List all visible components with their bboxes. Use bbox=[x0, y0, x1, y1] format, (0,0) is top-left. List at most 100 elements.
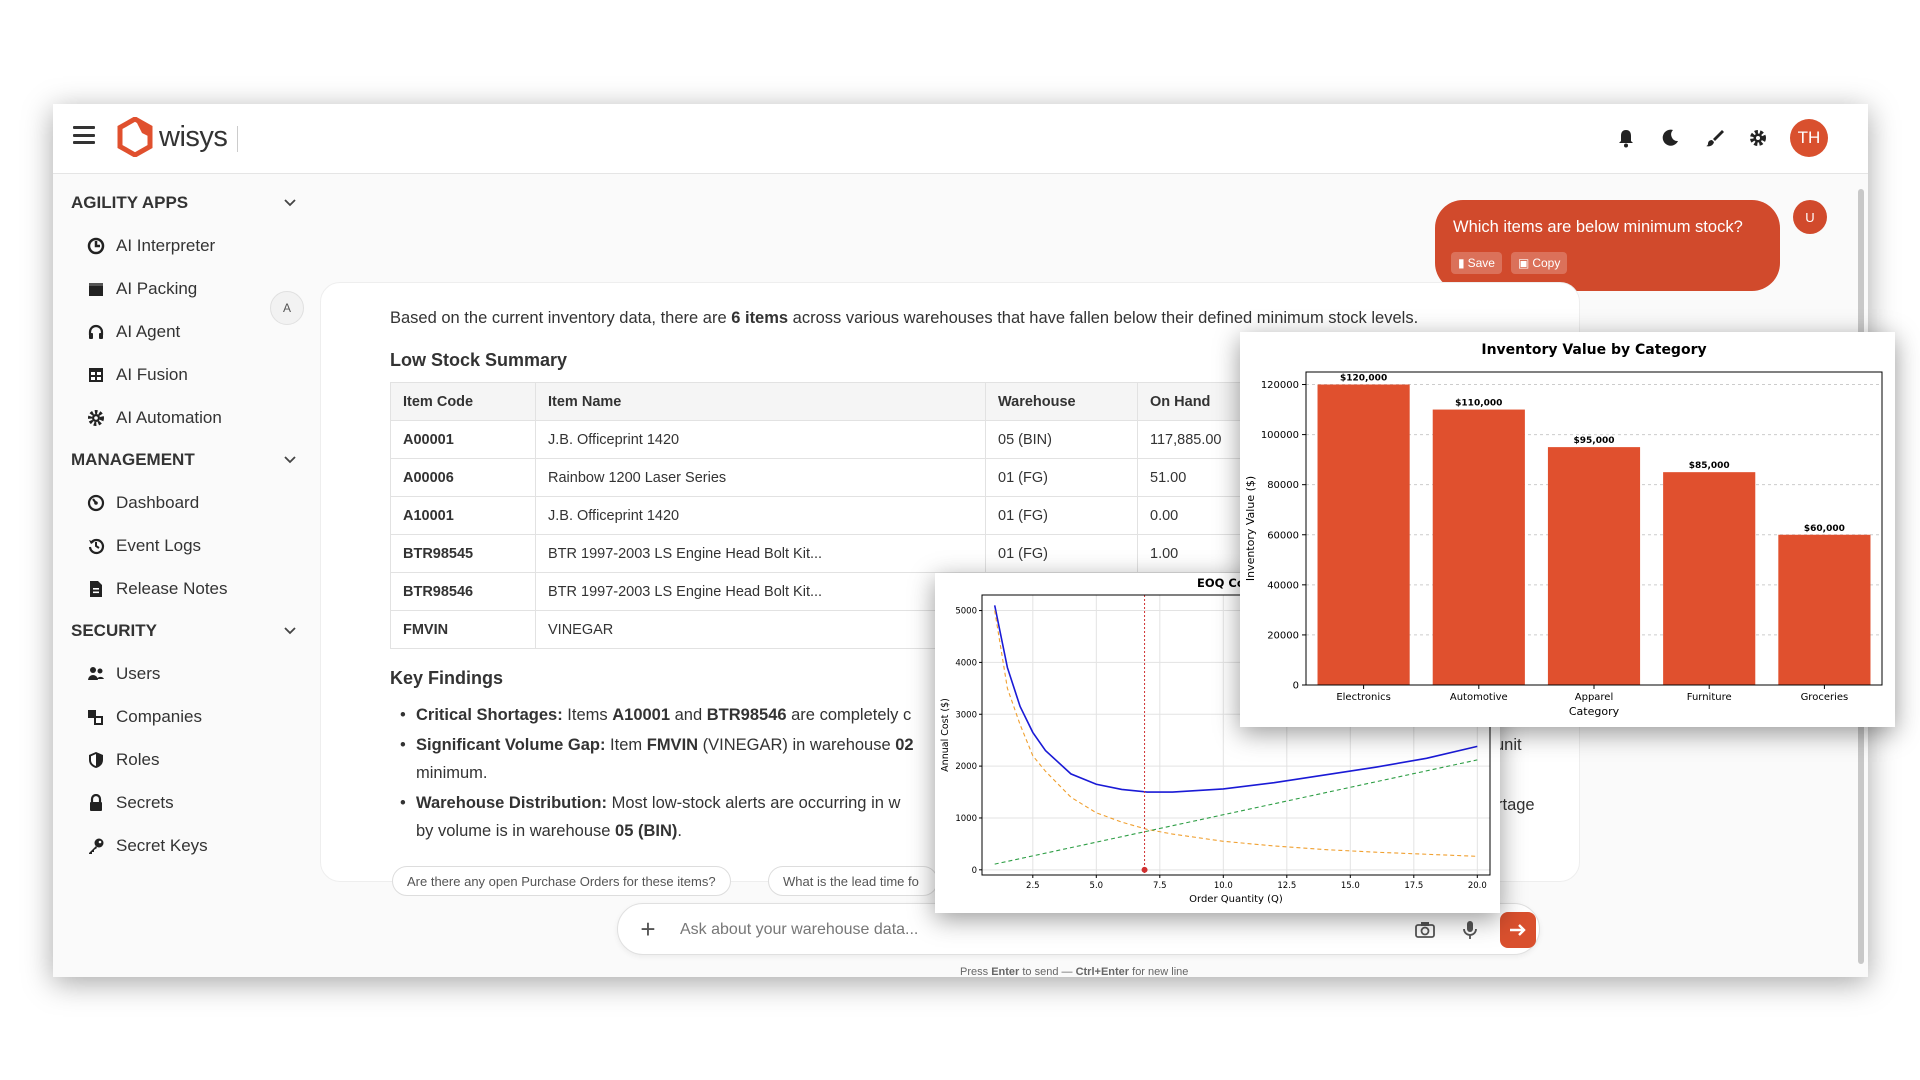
bar bbox=[1432, 409, 1525, 685]
notes-icon bbox=[86, 579, 106, 599]
y-tick-label: 20000 bbox=[1267, 630, 1299, 641]
sidebar-item-label: AI Interpreter bbox=[116, 236, 216, 255]
finding-item: Critical Shortages: Items A10001 and BTR… bbox=[398, 701, 1098, 729]
y-tick-label: 0 bbox=[1293, 681, 1299, 692]
sidebar-item-label: Secrets bbox=[116, 793, 174, 812]
y-tick-label: 1000 bbox=[955, 814, 977, 824]
save-button[interactable]: ▮ Save bbox=[1451, 252, 1502, 274]
top-bar: wisys TH bbox=[53, 104, 1868, 174]
series-line bbox=[994, 610, 1478, 857]
sidebar-item-ai-interpreter[interactable]: AI Interpreter bbox=[86, 234, 215, 258]
table-row: A10001 J.B. Officeprint 1420 01 (FG) 0.0… bbox=[390, 496, 1250, 535]
sidebar-section-management[interactable]: MANAGEMENT bbox=[71, 448, 296, 472]
item-name-cell: Rainbow 1200 Laser Series bbox=[535, 458, 986, 497]
bell-icon[interactable] bbox=[1614, 126, 1638, 150]
y-tick-label: 2000 bbox=[955, 762, 977, 772]
warehouse-cell: 01 (FG) bbox=[985, 458, 1138, 497]
section-title: AGILITY APPS bbox=[71, 193, 189, 212]
camera-icon[interactable] bbox=[1413, 918, 1437, 942]
gear-icon[interactable] bbox=[1746, 126, 1770, 150]
sidebar-item-event-logs[interactable]: Event Logs bbox=[86, 534, 201, 558]
user-avatar-top[interactable]: TH bbox=[1790, 119, 1828, 157]
sidebar-item-label: Event Logs bbox=[116, 536, 202, 555]
sidebar-item-label: Roles bbox=[116, 750, 160, 769]
sidebar-item-ai-automation[interactable]: AI Automation bbox=[86, 406, 222, 430]
sidebar-item-secret-keys[interactable]: Secret Keys bbox=[86, 834, 208, 858]
hamburger-menu-icon[interactable] bbox=[73, 126, 95, 144]
on-hand-cell: 117,885.00 bbox=[1137, 420, 1250, 459]
bar bbox=[1778, 534, 1871, 685]
logo[interactable]: wisys bbox=[117, 117, 228, 157]
sidebar-item-label: AI Packing bbox=[116, 279, 198, 298]
sidebar-section-agility-apps[interactable]: AGILITY APPS bbox=[71, 191, 296, 215]
logo-text: wisys bbox=[159, 120, 228, 153]
x-tick-label: 12.5 bbox=[1277, 881, 1296, 891]
item-name-cell: BTR 1997-2003 LS Engine Head Bolt Kit... bbox=[535, 534, 986, 573]
sidebar-section-security[interactable]: SECURITY bbox=[71, 619, 296, 643]
logo-divider bbox=[237, 126, 238, 152]
sidebar-item-companies[interactable]: Companies bbox=[86, 705, 202, 729]
sidebar-item-ai-packing[interactable]: AI Packing bbox=[86, 277, 197, 301]
sidebar-item-users[interactable]: Users bbox=[86, 662, 160, 686]
x-tick-label: 2.5 bbox=[1026, 881, 1040, 891]
item-name-cell: VINEGAR bbox=[535, 610, 986, 649]
sidebar-item-dashboard[interactable]: Dashboard bbox=[86, 491, 199, 515]
bar bbox=[1317, 384, 1410, 685]
table-row: BTR98545 BTR 1997-2003 LS Engine Head Bo… bbox=[390, 534, 1250, 573]
bar-value-label: $110,000 bbox=[1455, 399, 1502, 409]
ai-avatar: A bbox=[270, 291, 304, 325]
finding-item: Significant Volume Gap: Item FMVIN (VINE… bbox=[398, 731, 1098, 787]
column-header: Item Name bbox=[535, 382, 986, 421]
sidebar-item-release-notes[interactable]: Release Notes bbox=[86, 577, 228, 601]
interpreter-icon bbox=[86, 236, 106, 256]
column-header: Warehouse bbox=[985, 382, 1138, 421]
sidebar-item-roles[interactable]: Roles bbox=[86, 748, 159, 772]
history-icon bbox=[86, 536, 106, 556]
sidebar-item-label: Users bbox=[116, 664, 161, 683]
item-code-cell: A00006 bbox=[390, 458, 536, 497]
warehouse-cell: 01 (FG) bbox=[985, 534, 1138, 573]
on-hand-cell: 51.00 bbox=[1137, 458, 1250, 497]
y-tick-label: 4000 bbox=[955, 658, 977, 668]
microphone-icon[interactable] bbox=[1458, 918, 1482, 942]
item-name-cell: J.B. Officeprint 1420 bbox=[535, 420, 986, 459]
input-hint: Press Enter to send — Ctrl+Enter for new… bbox=[960, 966, 1189, 978]
optimal-q-point bbox=[1141, 866, 1148, 873]
bar-chart-figure: Inventory Value by Category 0 20000 40000 60… bbox=[1240, 332, 1895, 727]
x-axis-label: Order Quantity (Q) bbox=[1189, 894, 1283, 905]
sidebar: AGILITY APPS AI Interpreter AI Packing A… bbox=[53, 175, 305, 977]
suggestion-chip[interactable]: What is the lead time fo bbox=[768, 866, 938, 896]
item-code-cell: BTR98545 bbox=[390, 534, 536, 573]
clipboard-icon: ▣ bbox=[1518, 256, 1530, 270]
users-icon bbox=[86, 664, 106, 684]
y-tick-label: 80000 bbox=[1267, 480, 1299, 491]
warehouse-cell: 01 (FG) bbox=[985, 496, 1138, 535]
sidebar-item-secrets[interactable]: Secrets bbox=[86, 791, 174, 815]
series-line bbox=[994, 759, 1478, 865]
table-row: A00006 Rainbow 1200 Laser Series 01 (FG)… bbox=[390, 458, 1250, 497]
section-title: SECURITY bbox=[71, 621, 157, 640]
plus-icon[interactable]: + bbox=[640, 913, 656, 944]
plot-frame bbox=[981, 594, 1491, 876]
send-button[interactable] bbox=[1500, 912, 1536, 948]
automation-gear-icon bbox=[86, 408, 106, 428]
headset-icon bbox=[86, 322, 106, 342]
bar-chart: Inventory Value by Category 0 20000 40000 60… bbox=[1244, 342, 1883, 718]
y-axis-label: Annual Cost ($) bbox=[940, 698, 951, 772]
user-message-text: Which items are below minimum stock? bbox=[1453, 218, 1743, 236]
sidebar-item-label: AI Fusion bbox=[116, 365, 188, 384]
bar-value-label: $95,000 bbox=[1574, 436, 1615, 446]
copy-button[interactable]: ▣ Copy bbox=[1511, 252, 1568, 274]
y-tick-label: 40000 bbox=[1267, 580, 1299, 591]
sidebar-item-ai-agent[interactable]: AI Agent bbox=[86, 320, 180, 344]
sidebar-item-ai-fusion[interactable]: AI Fusion bbox=[86, 363, 188, 387]
on-hand-cell: 0.00 bbox=[1137, 496, 1250, 535]
moon-icon[interactable] bbox=[1658, 126, 1682, 150]
arrow-right-icon bbox=[1510, 924, 1526, 936]
y-tick-label: 0 bbox=[972, 866, 977, 876]
y-tick-label: 5000 bbox=[955, 607, 977, 617]
suggestion-chip[interactable]: Are there any open Purchase Orders for t… bbox=[392, 866, 731, 896]
key-findings-heading: Key Findings bbox=[390, 668, 504, 688]
brush-icon[interactable] bbox=[1702, 126, 1726, 150]
chat-input[interactable] bbox=[680, 916, 1280, 944]
